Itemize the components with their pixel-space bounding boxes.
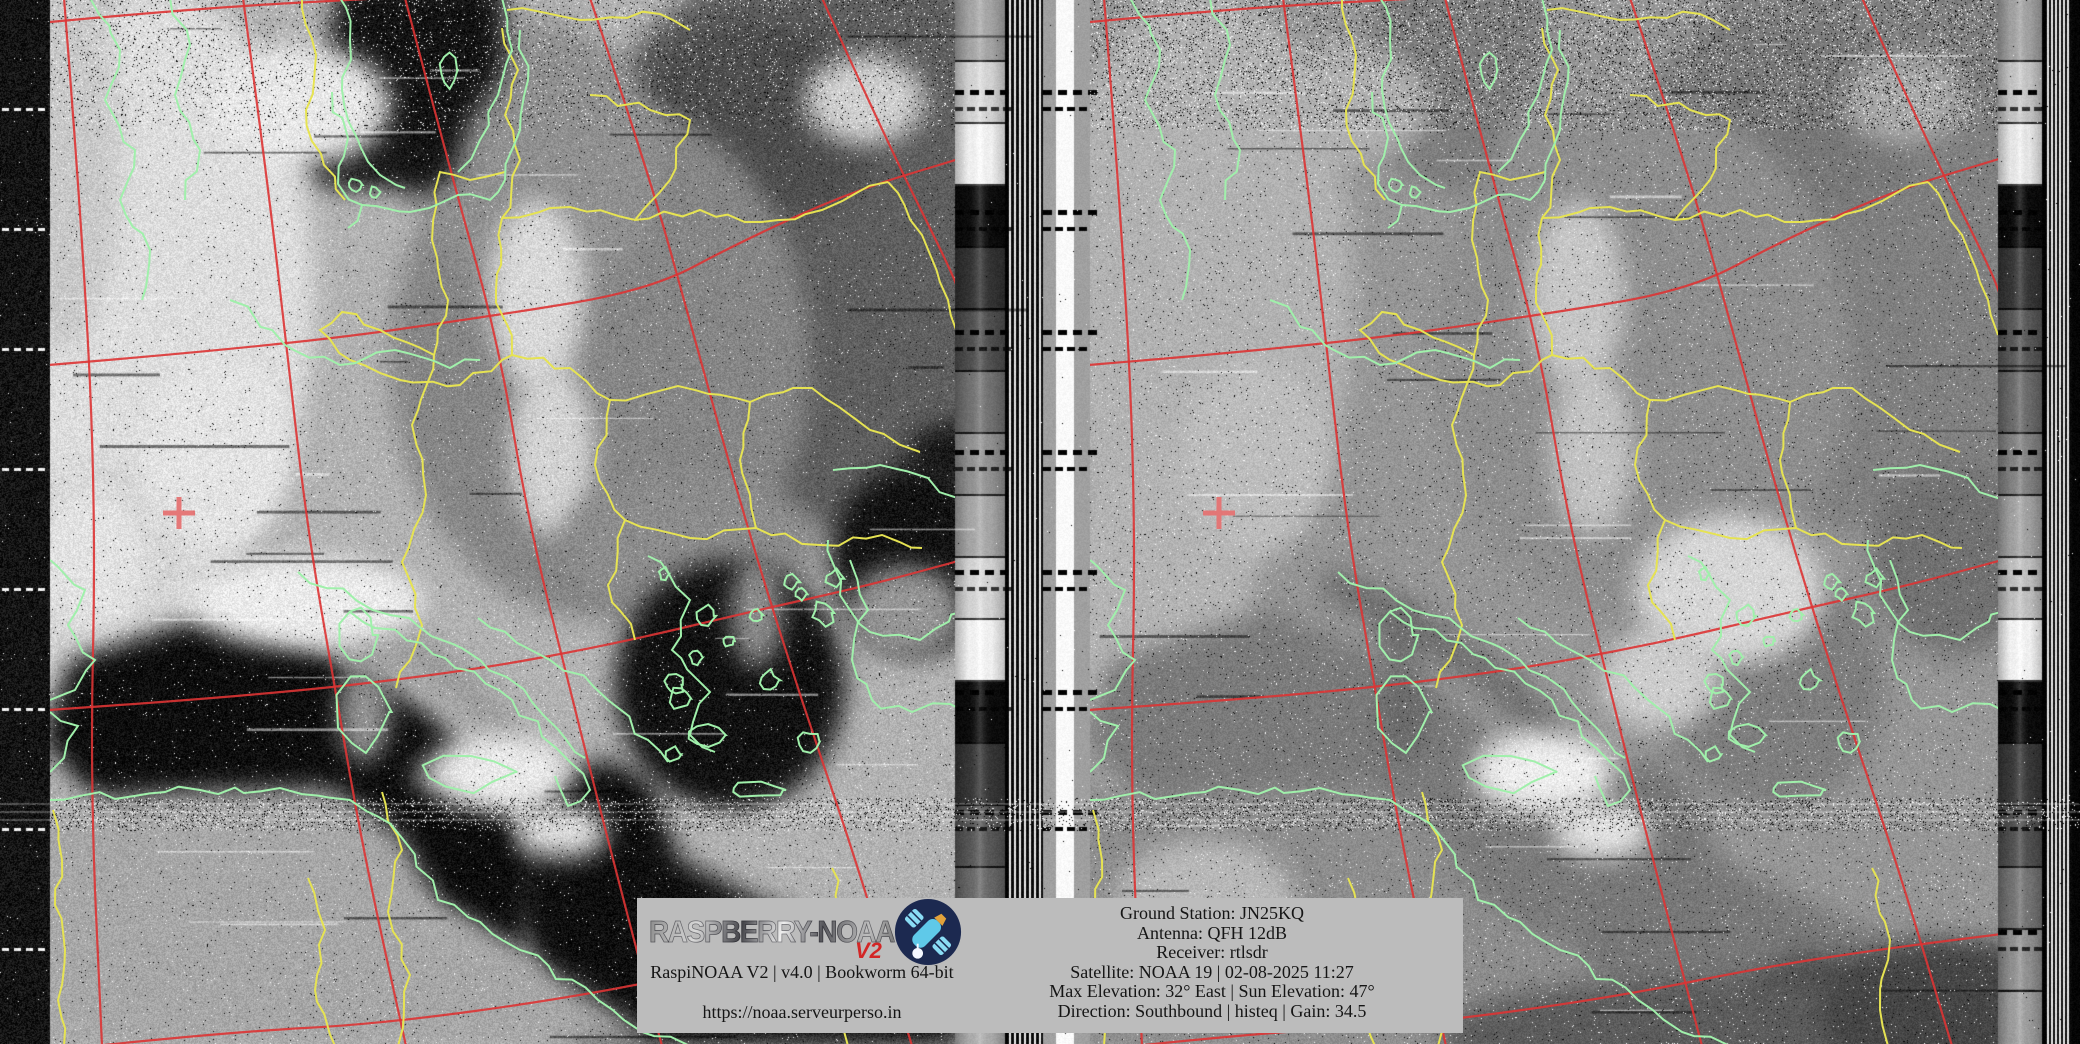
map-overlay [0,0,2080,1044]
elevation-line: Max Elevation: 32° East | Sun Elevation:… [967,982,1457,1002]
apt-satellite-capture: RASPBERRY-NOAA V2 RaspiN [0,0,2080,1044]
satellite-line: Satellite: NOAA 19 | 02-08-2025 11:27 [967,963,1457,983]
info-overlay: RASPBERRY-NOAA V2 RaspiN [637,898,1463,1033]
logo-version-badge: V2 [855,938,882,964]
build-info: RaspiNOAA V2 | v4.0 | Bookworm 64-bit [645,962,959,982]
antenna-line: Antenna: QFH 12dB [967,924,1457,944]
branding-block: RASPBERRY-NOAA V2 RaspiN [637,898,967,1033]
website-url: https://noaa.serveurperso.in [645,1002,959,1022]
satellite-icon [893,897,963,967]
station-info-block: Ground Station: JN25KQ Antenna: QFH 12dB… [967,904,1457,1021]
raspberry-noaa-logo: RASPBERRY-NOAA V2 [649,900,963,964]
ground-station-line: Ground Station: JN25KQ [967,904,1457,924]
receiver-line: Receiver: rtlsdr [967,943,1457,963]
direction-line: Direction: Southbound | histeq | Gain: 3… [967,1002,1457,1022]
